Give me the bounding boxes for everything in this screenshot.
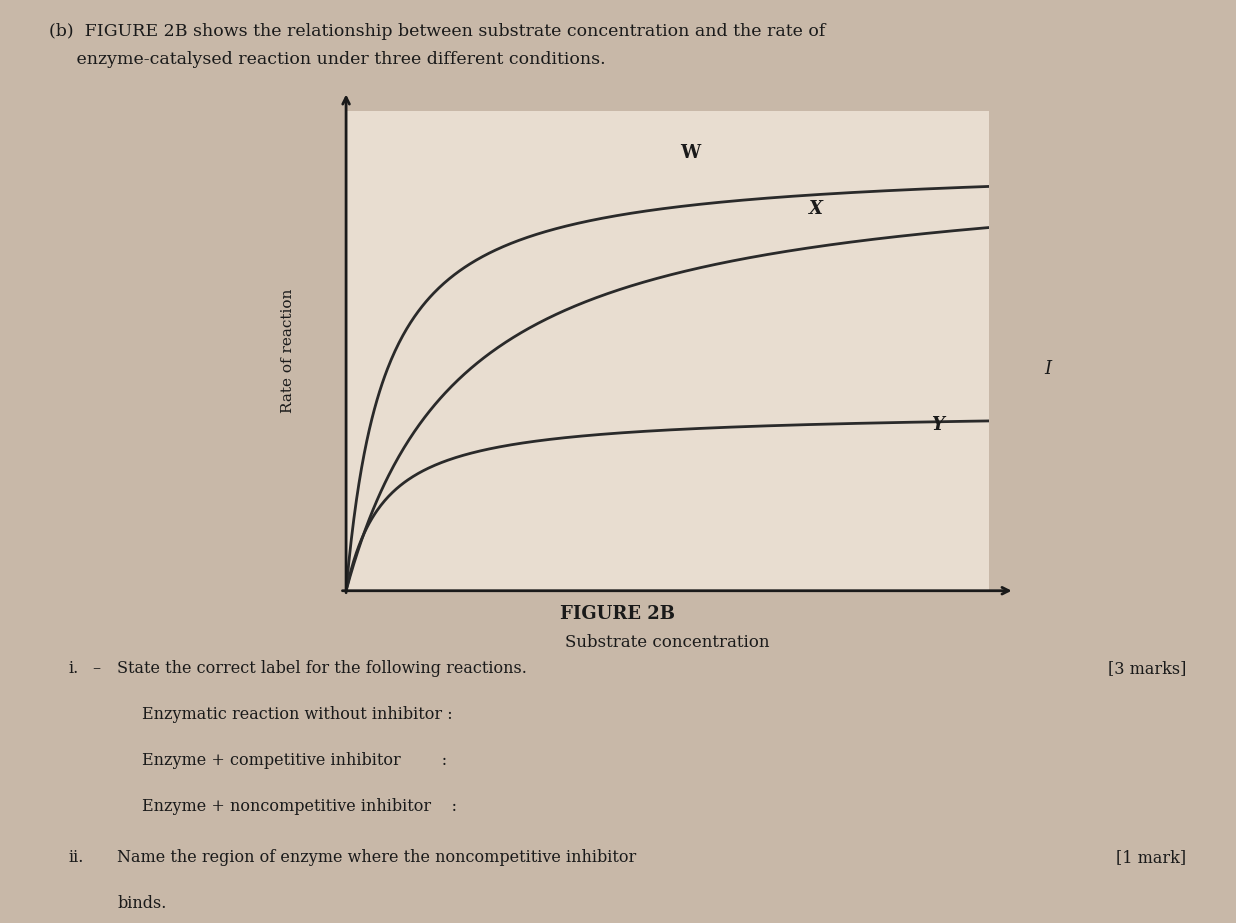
Text: binds.: binds. [117, 895, 167, 912]
Text: [1 mark]: [1 mark] [1116, 849, 1187, 866]
Text: Enzymatic reaction without inhibitor :: Enzymatic reaction without inhibitor : [142, 706, 452, 723]
Text: FIGURE 2B: FIGURE 2B [560, 605, 676, 623]
Text: X: X [808, 199, 823, 218]
Text: Substrate concentration: Substrate concentration [565, 634, 770, 651]
Text: W: W [680, 144, 701, 162]
Text: I: I [1044, 360, 1052, 378]
Text: Y: Y [931, 416, 944, 434]
Text: Enzyme + competitive inhibitor        :: Enzyme + competitive inhibitor : [142, 752, 447, 769]
Text: [3 marks]: [3 marks] [1109, 660, 1187, 677]
Text: Enzyme + noncompetitive inhibitor    :: Enzyme + noncompetitive inhibitor : [142, 798, 457, 815]
Text: Name the region of enzyme where the noncompetitive inhibitor: Name the region of enzyme where the nonc… [117, 849, 637, 866]
Text: Rate of reaction: Rate of reaction [282, 289, 295, 413]
Text: i.: i. [68, 660, 78, 677]
Text: –: – [93, 660, 101, 677]
Text: ii.: ii. [68, 849, 83, 866]
Text: (b)  FIGURE 2B shows the relationship between substrate concentration and the ra: (b) FIGURE 2B shows the relationship bet… [49, 23, 826, 40]
Text: enzyme-catalysed reaction under three different conditions.: enzyme-catalysed reaction under three di… [49, 51, 606, 67]
Text: State the correct label for the following reactions.: State the correct label for the followin… [117, 660, 528, 677]
